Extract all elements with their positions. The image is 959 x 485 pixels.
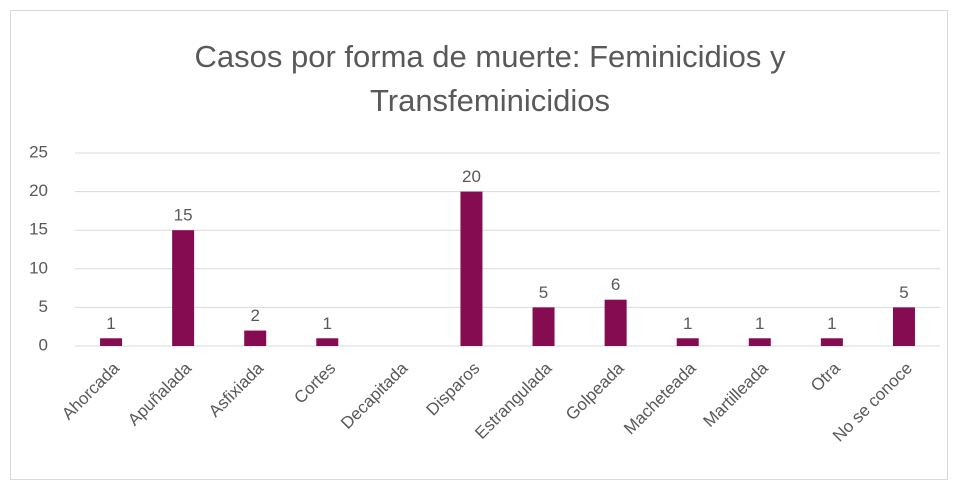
bar (100, 338, 123, 346)
data-label: 5 (539, 283, 548, 302)
y-tick-label: 5 (39, 297, 48, 316)
bar (244, 330, 267, 346)
data-label: 15 (174, 206, 193, 225)
y-tick-label: 20 (29, 181, 48, 200)
y-tick-label: 15 (29, 220, 48, 239)
bar (532, 307, 555, 346)
bar (676, 338, 699, 346)
data-label: 1 (683, 314, 692, 333)
y-tick-label: 10 (29, 258, 48, 277)
data-label: 2 (250, 306, 259, 325)
bar (604, 299, 627, 346)
y-tick-label: 0 (39, 335, 48, 354)
bar (892, 307, 915, 346)
bar (820, 338, 843, 346)
data-label: 1 (827, 314, 836, 333)
bar (748, 338, 771, 346)
data-label: 6 (611, 275, 620, 294)
bar (172, 230, 195, 346)
y-tick-label: 25 (29, 142, 48, 161)
data-label: 1 (755, 314, 764, 333)
chart-title: Casos por forma de muerte: Feminicidios … (194, 39, 786, 118)
data-label: 5 (899, 283, 908, 302)
data-label: 1 (323, 314, 332, 333)
data-label: 1 (106, 314, 115, 333)
data-label: 20 (462, 167, 481, 186)
bar (460, 191, 483, 346)
bar (316, 338, 339, 346)
